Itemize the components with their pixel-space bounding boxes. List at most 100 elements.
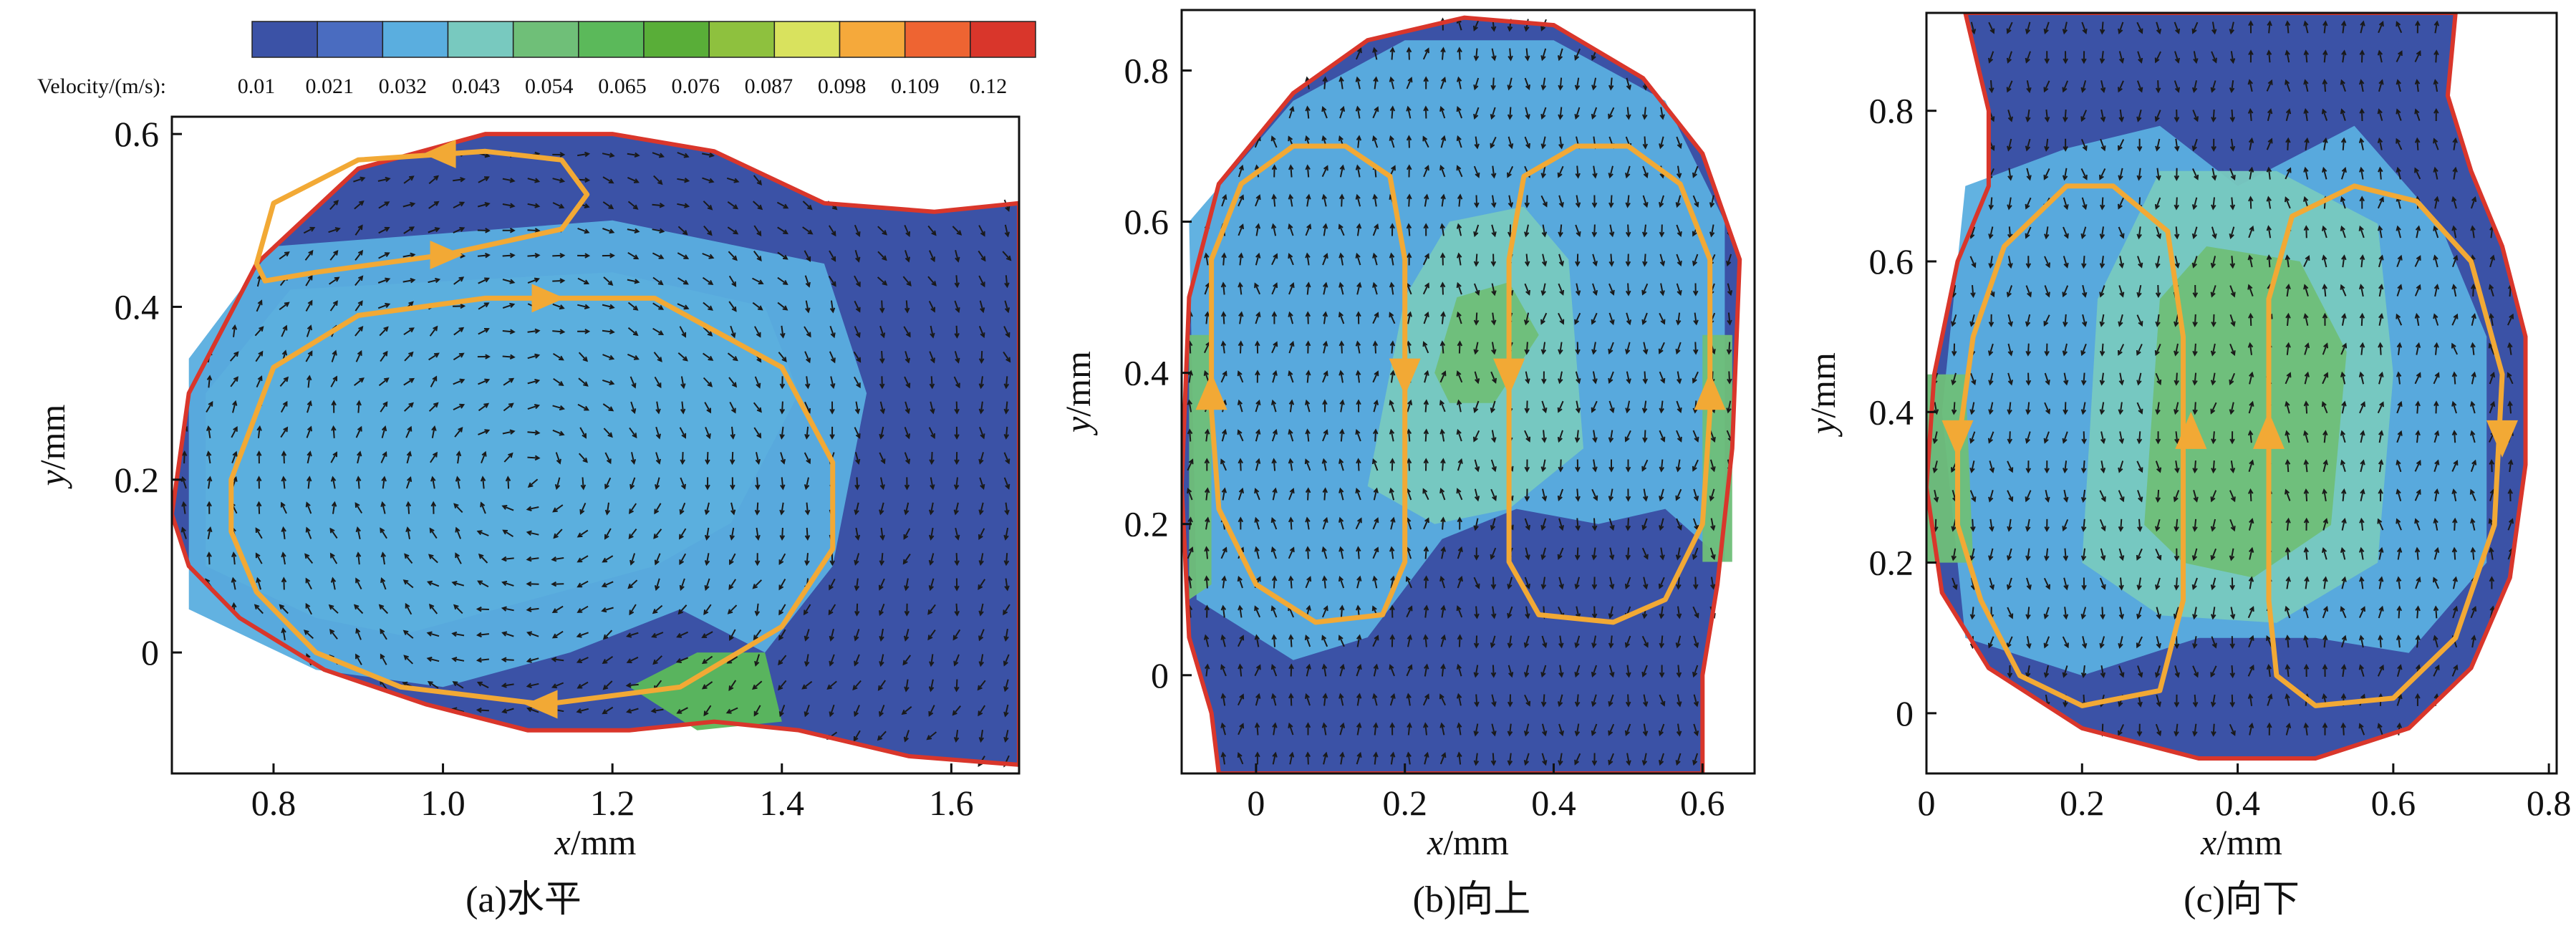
- vector-arrow: [2396, 694, 2402, 706]
- vector-arrowhead: [534, 328, 541, 334]
- vector-arrow: [2360, 109, 2363, 122]
- vector-arrowhead: [2303, 166, 2309, 173]
- vector-arrow: [207, 452, 211, 464]
- vector-arrowhead: [2210, 87, 2216, 93]
- vector-arrowhead: [676, 632, 682, 638]
- vector-arrowhead: [1592, 290, 1598, 296]
- vector-arrow: [2080, 139, 2088, 150]
- vector-arrowhead: [703, 710, 709, 717]
- vector-arrowhead: [405, 602, 410, 609]
- vector-arrowhead: [1440, 47, 1446, 53]
- vector-arrow: [2396, 21, 2403, 34]
- vector-arrowhead: [434, 352, 440, 358]
- vector-arrowhead: [830, 357, 836, 364]
- vector-arrow: [1271, 283, 1278, 295]
- vector-arrowhead: [1660, 319, 1666, 325]
- vector-arrow: [1593, 635, 1596, 647]
- vector-arrowhead: [1422, 135, 1428, 142]
- vector-arrowhead: [1456, 399, 1462, 405]
- vector-arrowhead: [1288, 135, 1293, 142]
- vector-arrowhead: [2099, 233, 2105, 240]
- vector-arrow: [655, 578, 660, 590]
- vector-arrowhead: [2174, 57, 2180, 64]
- vector-arrow: [1558, 283, 1564, 295]
- vector-arrowhead: [1389, 664, 1394, 670]
- vector-arrow: [255, 351, 264, 362]
- vector-arrow: [1271, 606, 1278, 618]
- vector-arrowhead: [2471, 371, 2476, 377]
- vector-arrowhead: [602, 634, 609, 640]
- vector-arrow: [2248, 636, 2254, 648]
- vector-arrow: [1643, 753, 1647, 765]
- vector-arrow: [2398, 607, 2401, 619]
- vector-arrowhead: [1220, 722, 1226, 728]
- vector-arrow: [677, 252, 688, 259]
- vector-arrowhead: [2194, 174, 2199, 180]
- vector-arrowhead: [2063, 233, 2069, 239]
- vector-arrow: [2378, 460, 2383, 473]
- vector-arrow: [1238, 723, 1244, 736]
- vector-arrow: [279, 302, 289, 311]
- vector-arrowhead: [2174, 409, 2179, 415]
- vector-arrowhead: [1004, 585, 1010, 592]
- vector-arrowhead: [1239, 194, 1245, 201]
- vector-arrowhead: [1237, 429, 1243, 435]
- vector-arrowhead: [305, 501, 311, 508]
- vector-arrow: [428, 554, 438, 564]
- vector-arrowhead: [657, 179, 663, 185]
- vector-arrowhead: [256, 501, 262, 507]
- vector-arrowhead: [1271, 575, 1278, 582]
- vector-arrow: [1524, 635, 1530, 647]
- vector-arrow: [1441, 195, 1444, 207]
- vector-arrow: [653, 655, 662, 665]
- vector-arrow: [2211, 577, 2216, 589]
- vector-arrow: [703, 655, 713, 664]
- vector-arrow: [1608, 665, 1614, 677]
- vector-arrow: [1525, 342, 1528, 354]
- vector-arrow: [1524, 694, 1530, 706]
- vector-arrow: [453, 327, 464, 336]
- vector-arrowhead: [329, 552, 335, 559]
- vector-arrowhead: [2396, 371, 2402, 377]
- vector-arrowhead: [1540, 349, 1547, 355]
- vector-arrowhead: [1254, 634, 1260, 640]
- vector-arrowhead: [2322, 254, 2327, 261]
- vector-arrowhead: [2007, 672, 2013, 679]
- vector-arrowhead: [705, 459, 710, 466]
- vector-arrowhead: [281, 476, 287, 482]
- streamlines: [1195, 143, 1726, 625]
- vector-arrowhead: [2044, 58, 2050, 64]
- vector-arrowhead: [402, 630, 409, 635]
- vector-arrowhead: [879, 433, 884, 440]
- vector-arrow: [778, 553, 786, 564]
- vector-arrowhead: [1288, 253, 1293, 259]
- vector-arrowhead: [2192, 321, 2198, 327]
- vector-arrow: [705, 527, 710, 539]
- vector-arrow: [2378, 577, 2383, 589]
- vector-arrowhead: [426, 580, 433, 586]
- vector-arrowhead: [1424, 751, 1429, 758]
- vector-arrowhead: [1557, 554, 1563, 560]
- vector-arrowhead: [2340, 693, 2347, 699]
- vector-arrow: [2193, 197, 2198, 209]
- vector-arrowhead: [901, 709, 907, 715]
- vector-arrow: [2266, 80, 2272, 92]
- vector-arrowhead: [1557, 55, 1563, 62]
- vector-arrow: [606, 502, 609, 514]
- streamline-arrow: [430, 241, 463, 270]
- vector-arrowhead: [677, 609, 683, 615]
- vector-arrowhead: [2285, 49, 2290, 56]
- vector-arrow: [1642, 195, 1648, 207]
- vector-arrowhead: [2211, 57, 2217, 64]
- vector-arrowhead: [2248, 196, 2254, 202]
- vector-arrowhead: [752, 684, 758, 690]
- vector-arrowhead: [928, 710, 934, 717]
- vector-arrowhead: [1356, 664, 1362, 670]
- vector-arrowhead: [1355, 604, 1361, 611]
- vector-arrowhead: [1643, 349, 1649, 355]
- vector-arrow: [777, 302, 788, 311]
- vector-arrowhead: [1591, 642, 1597, 649]
- vector-arrow: [2043, 577, 2050, 589]
- vector-arrow: [1492, 195, 1495, 207]
- vector-arrowhead: [1424, 517, 1429, 524]
